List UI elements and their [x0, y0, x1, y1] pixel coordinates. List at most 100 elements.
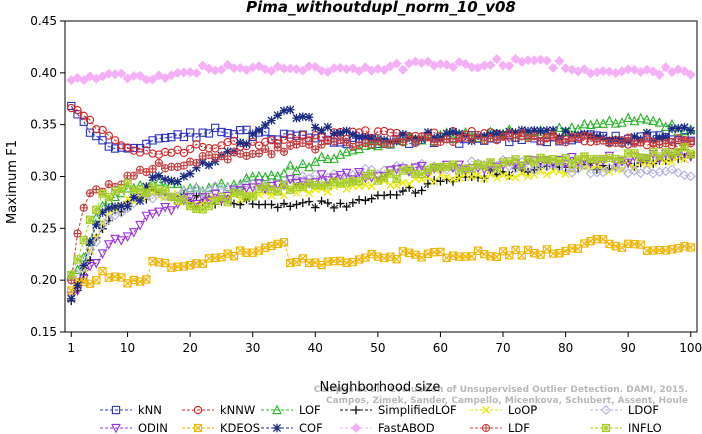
data-point	[436, 138, 445, 146]
data-point	[142, 275, 151, 284]
data-point	[91, 237, 102, 247]
data-point	[160, 175, 170, 184]
legend-label: KDEOS	[220, 421, 260, 434]
data-point	[517, 169, 526, 178]
data-point	[335, 62, 346, 73]
data-point	[248, 199, 257, 209]
data-point	[254, 179, 264, 189]
data-point	[397, 64, 408, 75]
data-point	[236, 138, 245, 147]
data-point	[292, 140, 301, 149]
data-point	[342, 138, 351, 147]
data-point	[341, 146, 352, 157]
legend-label: LOF	[299, 403, 321, 417]
y-axis-label: Maximum F1	[5, 140, 20, 224]
data-point	[618, 140, 626, 148]
data-point	[436, 170, 445, 180]
data-point	[147, 74, 158, 85]
data-point	[360, 140, 371, 150]
x-tick-label: 10	[120, 341, 135, 355]
data-point	[272, 423, 282, 433]
data-point	[392, 174, 401, 183]
y-tick-label: 0.30	[30, 170, 57, 184]
data-point	[342, 178, 351, 187]
data-point	[355, 141, 363, 149]
data-point	[224, 155, 232, 163]
watermark-line-1: Campos et al.: Evaluation of Unsupervise…	[314, 385, 688, 395]
data-point	[67, 101, 76, 111]
data-point	[317, 126, 326, 135]
data-point	[536, 136, 545, 146]
data-point	[523, 172, 533, 181]
data-point	[73, 229, 82, 238]
data-point	[574, 133, 582, 142]
data-point	[155, 159, 163, 167]
data-point	[480, 161, 489, 171]
data-point	[223, 147, 232, 156]
data-point	[424, 133, 432, 141]
data-point	[686, 137, 695, 146]
data-point	[686, 243, 695, 252]
data-point	[505, 157, 514, 166]
data-point	[422, 56, 433, 67]
data-point	[79, 111, 88, 120]
data-point	[180, 162, 188, 170]
data-point	[601, 405, 611, 415]
data-point	[674, 147, 683, 157]
data-point	[561, 138, 570, 147]
data-point	[673, 167, 684, 178]
data-point	[386, 128, 395, 137]
data-point	[222, 192, 233, 202]
legend: kNN kNNW LOF SimplifiedLOF LoOP LDOF ODIN KDEOS…	[100, 403, 662, 434]
data-point	[554, 122, 565, 132]
data-point	[329, 129, 339, 138]
data-point	[304, 61, 315, 72]
data-point	[448, 127, 458, 137]
data-point	[348, 142, 357, 151]
data-point	[92, 276, 101, 285]
data-point	[92, 205, 101, 214]
data-point	[241, 178, 252, 189]
data-point	[286, 105, 295, 114]
data-point	[655, 133, 664, 143]
data-point	[279, 129, 289, 138]
data-point	[153, 176, 164, 186]
data-point	[105, 180, 113, 188]
data-point	[592, 132, 602, 142]
data-point	[198, 205, 207, 214]
data-point	[261, 145, 269, 153]
data-point	[322, 66, 333, 77]
data-point	[374, 137, 382, 145]
data-point	[517, 129, 526, 138]
data-point	[536, 153, 545, 162]
legend-label: FastABOD	[378, 421, 435, 434]
data-point	[261, 144, 270, 154]
data-point	[123, 202, 132, 211]
data-point	[261, 182, 270, 191]
data-point	[147, 193, 158, 204]
data-point	[104, 131, 113, 140]
data-point	[255, 149, 263, 158]
data-point	[542, 170, 551, 179]
data-point	[205, 151, 213, 159]
legend-item-simplifiedlof: SimplifiedLOF	[340, 403, 457, 417]
data-point	[254, 125, 264, 135]
data-point	[530, 158, 539, 167]
data-point	[342, 138, 351, 146]
data-point	[185, 193, 196, 203]
data-point	[555, 136, 564, 145]
data-point	[423, 133, 433, 142]
data-point	[498, 170, 508, 180]
data-point	[317, 196, 326, 206]
data-point	[311, 203, 320, 212]
data-point	[548, 125, 558, 135]
legend-item-fastabod: FastABOD	[340, 421, 435, 434]
data-point	[591, 118, 602, 128]
data-point	[485, 60, 496, 71]
data-point	[73, 106, 82, 115]
data-point	[368, 140, 376, 149]
data-point	[392, 190, 401, 200]
data-point	[117, 201, 126, 211]
data-point	[430, 177, 439, 186]
data-point	[492, 136, 501, 145]
